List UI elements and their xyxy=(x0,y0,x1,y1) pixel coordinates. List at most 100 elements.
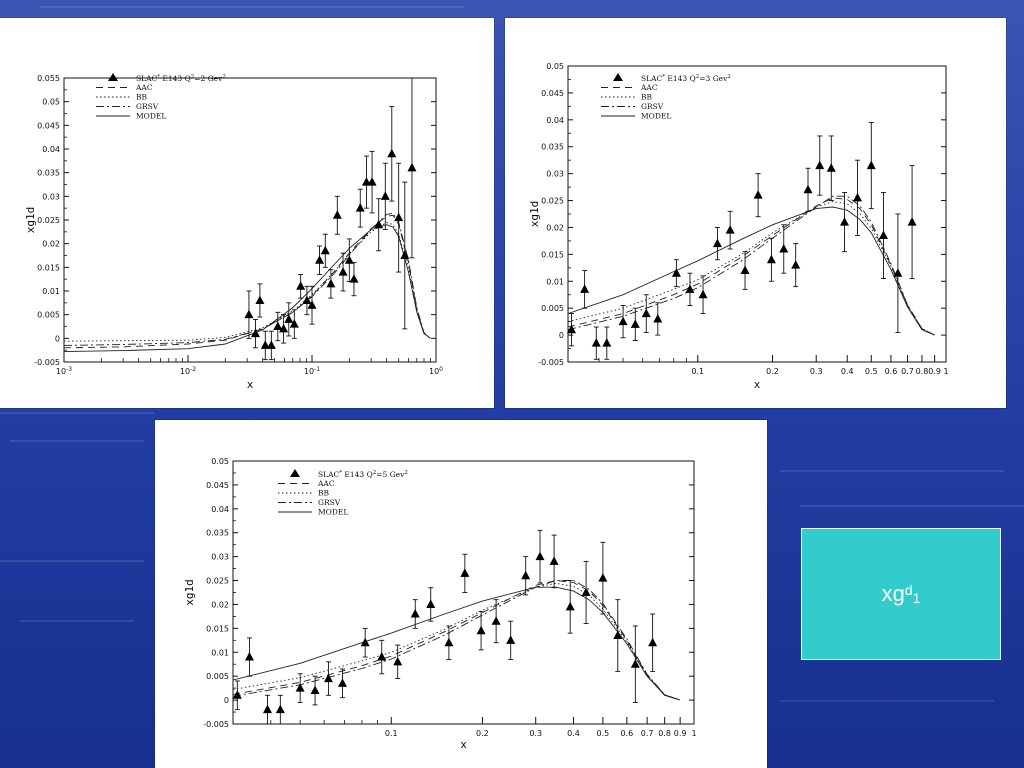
background-wave xyxy=(0,412,154,414)
background-wave xyxy=(10,440,144,442)
data-point xyxy=(255,295,265,304)
x-tick-label: 1 xyxy=(691,729,696,738)
y-tick-label: -0.005 xyxy=(538,358,564,367)
data-point xyxy=(315,255,325,264)
data-point xyxy=(506,635,516,644)
data-point xyxy=(581,587,591,596)
data-point xyxy=(602,338,612,347)
x-tick-label: 0.3 xyxy=(529,729,542,738)
data-point xyxy=(852,192,862,202)
legend-data-label: SLAC* E143 Q2=5 Gev2 xyxy=(318,470,408,479)
legend-label-aac: AAC xyxy=(135,83,153,92)
y-tick-label: 0.01 xyxy=(546,277,564,286)
chart-panel-q2-5: -0.005 0 0.005 0.01 0.015 0.02 0.025 0.03 0.035 0… xyxy=(155,420,767,768)
curve-aac xyxy=(233,580,681,701)
curve-model xyxy=(233,586,681,701)
x-tick-label: 10-2 xyxy=(180,366,196,376)
y-tick-label: 0.005 xyxy=(37,311,60,320)
data-point xyxy=(803,184,813,194)
x-tick-label: 1 xyxy=(943,367,948,376)
y-tick-label: 0.04 xyxy=(42,145,60,154)
data-point xyxy=(685,284,695,293)
x-axis-label: x xyxy=(754,378,761,391)
data-point xyxy=(410,609,420,618)
data-point xyxy=(426,599,436,608)
data-point xyxy=(839,217,849,226)
data-point xyxy=(866,160,876,170)
data-point xyxy=(284,314,294,323)
legend-label-model: MODEL xyxy=(641,112,671,121)
y-tick-label: 0.01 xyxy=(211,648,229,657)
data-point xyxy=(244,652,254,661)
y-tick-label: 0.005 xyxy=(541,304,564,313)
data-point xyxy=(289,319,299,328)
y-axis-label: xg1d xyxy=(24,207,37,234)
y-tick-label: 0.04 xyxy=(546,116,564,125)
data-point xyxy=(393,656,403,666)
data-point xyxy=(641,308,651,318)
data-point xyxy=(712,238,722,248)
legend-marker-triangle xyxy=(108,73,118,81)
y-tick-label: 0.02 xyxy=(546,223,564,232)
legend-label-model: MODEL xyxy=(136,112,166,121)
y-tick-label: 0.015 xyxy=(541,250,564,259)
y-tick-label: 0.035 xyxy=(541,143,564,152)
data-point xyxy=(338,267,348,276)
legend-data-label: SLAC* E143 Q2=2 Gev2 xyxy=(136,74,226,83)
data-point xyxy=(630,319,640,328)
x-tick-label: 0.9 xyxy=(674,729,687,738)
y-tick-label: 0.025 xyxy=(206,577,229,586)
data-point xyxy=(367,177,377,186)
data-point xyxy=(907,217,917,226)
data-point xyxy=(355,203,365,212)
legend-label-bb: BB xyxy=(318,489,330,498)
y-tick-label: 0.05 xyxy=(211,457,229,466)
data-point xyxy=(766,254,776,264)
y-tick-label: 0.02 xyxy=(211,600,229,609)
data-point xyxy=(349,274,359,283)
data-point xyxy=(791,260,801,269)
y-tick-label: 0.045 xyxy=(541,89,564,98)
x-tick-label: 0.6 xyxy=(620,729,633,738)
legend-data-label: SLAC* E143 Q2=3 Gev2 xyxy=(641,74,731,83)
x-axis-label: x xyxy=(460,738,467,751)
data-point xyxy=(295,683,305,692)
legend-label-grsv: GRSV xyxy=(641,102,664,111)
data-point xyxy=(262,704,272,714)
x-tick-label: 0.2 xyxy=(766,367,779,376)
y-tick-label: 0.025 xyxy=(541,197,564,206)
data-point xyxy=(826,163,836,172)
x-tick-label: 0.5 xyxy=(597,729,610,738)
legend-label-aac: AAC xyxy=(640,83,658,92)
data-point xyxy=(598,573,608,582)
curve-grsv xyxy=(64,212,431,346)
label-main: xg xyxy=(881,581,905,606)
data-point xyxy=(565,601,575,611)
x-tick-label: 0.2 xyxy=(476,729,489,738)
data-point xyxy=(387,148,397,158)
data-point xyxy=(407,162,417,172)
data-point xyxy=(380,191,390,200)
x-tick-label: 10-1 xyxy=(304,366,320,376)
data-point xyxy=(394,212,404,222)
data-point xyxy=(320,245,330,255)
data-point xyxy=(779,243,789,253)
data-point xyxy=(815,160,825,170)
data-point xyxy=(893,268,903,277)
y-tick-label: 0.04 xyxy=(211,505,229,514)
label-sup: d xyxy=(904,582,913,598)
data-point xyxy=(630,659,640,668)
data-point xyxy=(232,690,242,699)
data-point xyxy=(613,630,623,640)
data-point xyxy=(878,230,888,240)
y-tick-label: 0.015 xyxy=(37,263,60,272)
data-point xyxy=(326,278,336,288)
curve-grsv xyxy=(233,580,681,701)
background-wave xyxy=(780,470,1004,472)
x-tick-label: 100 xyxy=(429,366,443,376)
x-tick-label: 0.3 xyxy=(810,367,823,376)
x-tick-label: 0.4 xyxy=(567,729,580,738)
x-tick-label: 0.7 xyxy=(901,367,914,376)
chart-q2-2: -0.005 0 0.005 0.01 0.015 0.02 0.025 0.03 0.035 0… xyxy=(24,73,443,391)
chart-q2-5: -0.005 0 0.005 0.01 0.015 0.02 0.025 0.03 0.035 0… xyxy=(183,457,697,751)
